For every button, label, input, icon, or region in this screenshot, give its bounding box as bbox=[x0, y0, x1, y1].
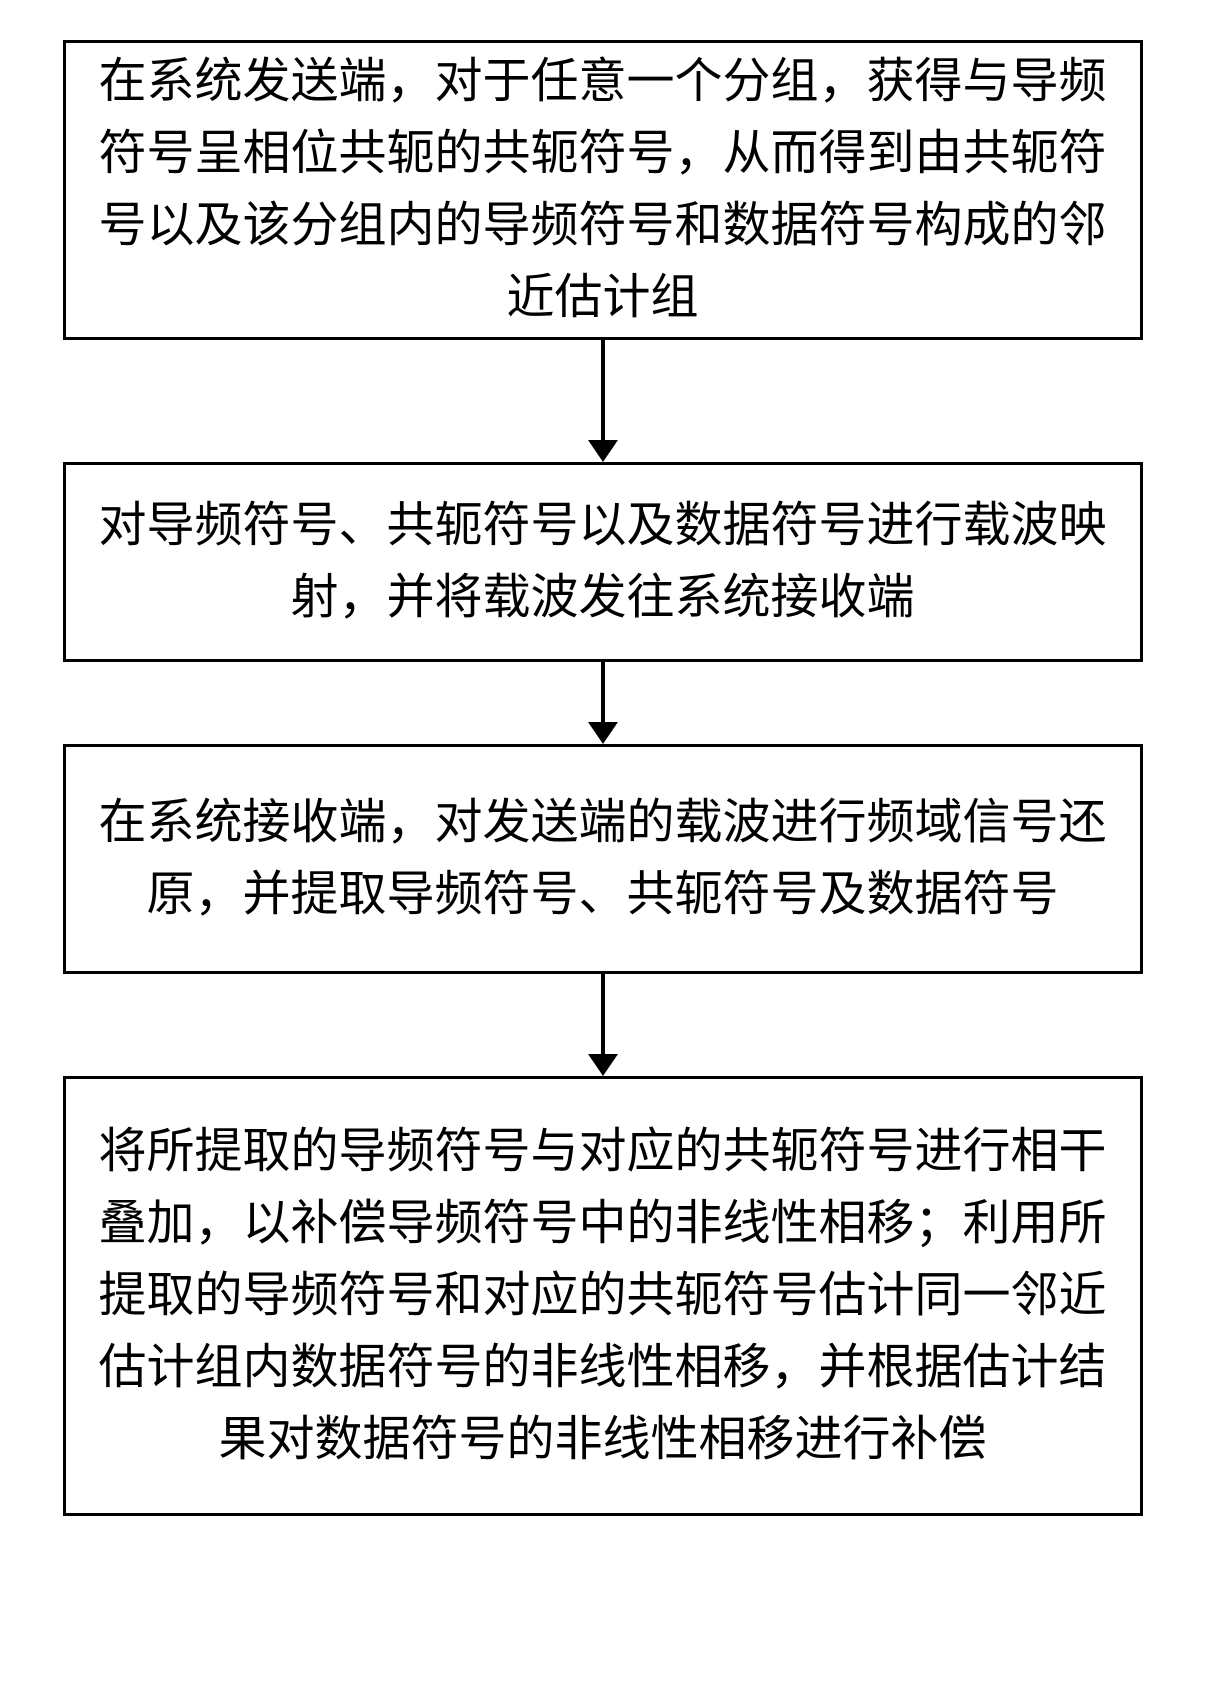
arrow-1 bbox=[588, 340, 618, 462]
box-1-text: 在系统发送端，对于任意一个分组，获得与导频符号呈相位共轭的共轭符号，从而得到由共… bbox=[96, 46, 1110, 334]
arrow-2 bbox=[588, 662, 618, 744]
arrow-2-head bbox=[588, 722, 618, 744]
arrow-1-line bbox=[601, 340, 605, 440]
arrow-3-head bbox=[588, 1054, 618, 1076]
box-3-text: 在系统接收端，对发送端的载波进行频域信号还原，并提取导频符号、共轭符号及数据符号 bbox=[96, 787, 1110, 931]
flowchart-container: 在系统发送端，对于任意一个分组，获得与导频符号呈相位共轭的共轭符号，从而得到由共… bbox=[60, 40, 1145, 1516]
flowchart-box-2: 对导频符号、共轭符号以及数据符号进行载波映射，并将载波发往系统接收端 bbox=[63, 462, 1143, 662]
flowchart-box-4: 将所提取的导频符号与对应的共轭符号进行相干叠加，以补偿导频符号中的非线性相移；利… bbox=[63, 1076, 1143, 1516]
arrow-2-line bbox=[601, 662, 605, 722]
box-2-text: 对导频符号、共轭符号以及数据符号进行载波映射，并将载波发往系统接收端 bbox=[96, 490, 1110, 634]
box-4-text: 将所提取的导频符号与对应的共轭符号进行相干叠加，以补偿导频符号中的非线性相移；利… bbox=[96, 1116, 1110, 1476]
flowchart-box-3: 在系统接收端，对发送端的载波进行频域信号还原，并提取导频符号、共轭符号及数据符号 bbox=[63, 744, 1143, 974]
flowchart-box-1: 在系统发送端，对于任意一个分组，获得与导频符号呈相位共轭的共轭符号，从而得到由共… bbox=[63, 40, 1143, 340]
arrow-3 bbox=[588, 974, 618, 1076]
arrow-3-line bbox=[601, 974, 605, 1054]
arrow-1-head bbox=[588, 440, 618, 462]
